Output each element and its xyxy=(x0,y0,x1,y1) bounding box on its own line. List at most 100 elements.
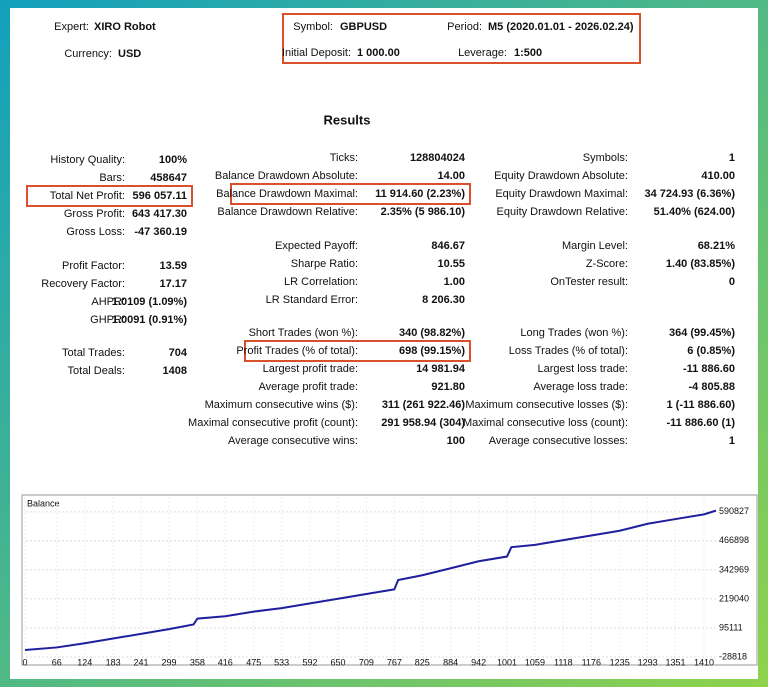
value: -11 886.60 xyxy=(683,363,735,375)
highlight-box xyxy=(282,13,641,64)
value: 68.21% xyxy=(698,240,736,252)
value: 340 (98.82%) xyxy=(399,327,465,339)
value: 458647 xyxy=(150,172,187,184)
value: 51.40% (624.00) xyxy=(654,206,736,218)
x-tick-label: 650 xyxy=(330,657,345,667)
value: 1 xyxy=(729,435,735,447)
label: Gross Loss: xyxy=(66,226,125,238)
x-tick-label: 475 xyxy=(246,657,261,667)
value: 921.80 xyxy=(431,381,465,393)
value: 6 (0.85%) xyxy=(687,345,735,357)
x-tick-label: 1059 xyxy=(525,657,545,667)
value: 10.55 xyxy=(437,258,465,270)
x-tick-label: 0 xyxy=(22,657,27,667)
label: Leverage: xyxy=(458,47,507,59)
highlight-box xyxy=(26,185,193,207)
value: 311 (261 922.46) xyxy=(382,399,466,411)
value: M5 (2020.01.01 - 2026.02.24) xyxy=(488,21,634,33)
label: Maximum consecutive wins ($): xyxy=(205,399,358,411)
label: Total Net Profit: xyxy=(50,190,125,202)
label: Maximal consecutive profit (count): xyxy=(188,417,358,429)
label: OnTester result: xyxy=(550,276,628,288)
value: 704 xyxy=(169,347,188,359)
value: -4 805.88 xyxy=(689,381,735,393)
chart-frame xyxy=(21,494,758,666)
label: Balance Drawdown Maximal: xyxy=(216,188,358,200)
balance-line xyxy=(24,509,717,652)
value: 100% xyxy=(159,154,187,166)
label: Average consecutive losses: xyxy=(489,435,628,447)
value: 1.40 (83.85%) xyxy=(666,258,735,270)
x-tick-label: 1351 xyxy=(666,657,686,667)
value: 13.59 xyxy=(159,260,187,272)
value: 1 xyxy=(729,152,735,164)
label: Period: xyxy=(447,21,482,33)
x-tick-label: 592 xyxy=(303,657,318,667)
value: -11 886.60 (1) xyxy=(667,417,736,429)
chart-title: Balance xyxy=(27,498,60,508)
value: 1.00 xyxy=(444,276,465,288)
label: Profit Factor: xyxy=(62,260,125,272)
x-tick-label: 1176 xyxy=(582,657,601,667)
value: 0 xyxy=(729,276,735,288)
label: LR Standard Error: xyxy=(266,294,358,306)
value: 698 (99.15%) xyxy=(399,345,465,357)
label: Initial Deposit: xyxy=(282,47,351,59)
label: Gross Profit: xyxy=(64,208,125,220)
x-tick-label: 299 xyxy=(161,657,176,667)
value: 14.00 xyxy=(437,170,465,182)
x-tick-label: 358 xyxy=(190,657,205,667)
value: 1:500 xyxy=(514,47,542,59)
x-tick-label: 767 xyxy=(387,657,402,667)
value: 1 000.00 xyxy=(357,47,400,59)
x-tick-label: 1118 xyxy=(554,657,573,667)
label: Equity Drawdown Maximal: xyxy=(495,188,628,200)
value: 2.35% (5 986.10) xyxy=(381,206,466,218)
value: 596 057.11 xyxy=(133,190,187,202)
value: 14 981.94 xyxy=(416,363,466,375)
value: 17.17 xyxy=(159,278,187,290)
x-tick-label: 1410 xyxy=(694,657,714,667)
label: Symbol: xyxy=(293,21,333,33)
value: 364 (99.45%) xyxy=(669,327,735,339)
x-tick-label: 942 xyxy=(471,657,486,667)
x-tick-label: 1293 xyxy=(638,657,658,667)
label: Balance Drawdown Absolute: xyxy=(215,170,358,182)
label: Maximal consecutive loss (count): xyxy=(463,417,628,429)
y-tick-label: 590827 xyxy=(719,506,749,516)
value: USD xyxy=(118,48,141,60)
label: AHPR: xyxy=(91,296,125,308)
label: Expert: xyxy=(54,21,89,33)
label: Average profit trade: xyxy=(259,381,358,393)
label: Short Trades (won %): xyxy=(249,327,358,339)
value: 100 xyxy=(447,435,465,447)
label: Margin Level: xyxy=(562,240,628,252)
label: Long Trades (won %): xyxy=(520,327,628,339)
label: Expected Payoff: xyxy=(275,240,358,252)
x-tick-label: 124 xyxy=(77,657,92,667)
y-tick-label: 466898 xyxy=(719,535,749,545)
label: Profit Trades (% of total): xyxy=(236,345,358,357)
y-tick-label: 342969 xyxy=(719,564,749,574)
label: Bars: xyxy=(99,172,125,184)
label: Average loss trade: xyxy=(533,381,628,393)
x-tick-label: 241 xyxy=(134,657,149,667)
value: 34 724.93 (6.36%) xyxy=(644,188,735,200)
label: Total Deals: xyxy=(68,365,125,377)
value: 1 (-11 886.60) xyxy=(667,399,736,411)
results-title: Results xyxy=(324,112,371,127)
y-tick-label: -28818 xyxy=(719,651,747,661)
label: Largest profit trade: xyxy=(263,363,358,375)
x-tick-label: 66 xyxy=(52,657,62,667)
label: Equity Drawdown Relative: xyxy=(497,206,628,218)
highlight-box xyxy=(244,340,471,362)
label: Z-Score: xyxy=(586,258,628,270)
x-tick-label: 884 xyxy=(443,657,458,667)
label: GHPR: xyxy=(90,314,125,326)
x-tick-label: 825 xyxy=(415,657,430,667)
value: XIRO Robot xyxy=(94,21,156,33)
value: 410.00 xyxy=(701,170,735,182)
x-tick-label: 183 xyxy=(106,657,121,667)
